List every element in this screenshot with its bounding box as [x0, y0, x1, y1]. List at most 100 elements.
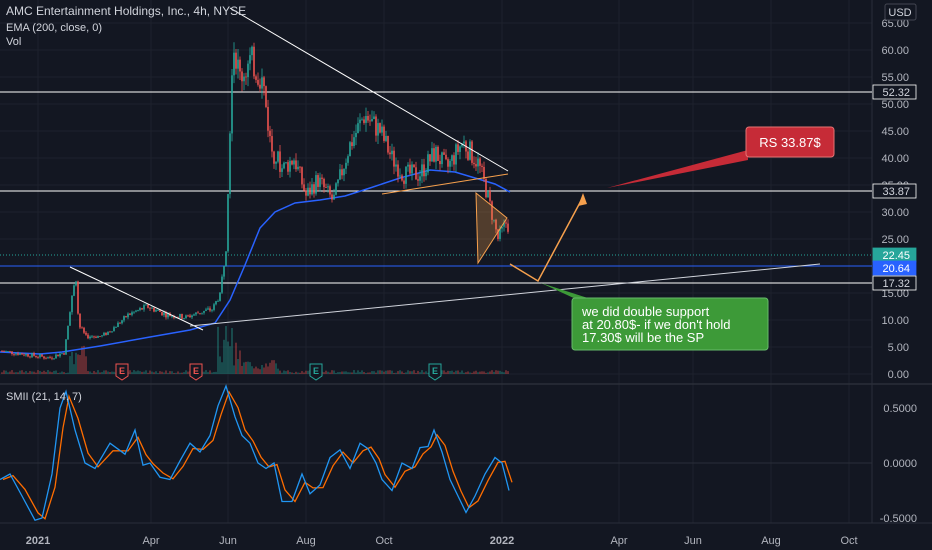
volume-bar: [225, 326, 227, 374]
earnings-marker[interactable]: [115, 363, 129, 381]
candle-body: [349, 142, 351, 157]
candle-body: [265, 86, 267, 107]
time-tick-label: Oct: [375, 535, 392, 547]
drawings: [69, 7, 821, 331]
volume-bar: [167, 372, 169, 374]
volume-bar: [355, 372, 357, 374]
volume-bar: [139, 371, 141, 374]
volume-bar: [397, 371, 399, 374]
volume-bar: [169, 371, 171, 374]
volume-bar: [175, 372, 177, 374]
descending-trendline: [229, 7, 509, 172]
candle-body: [451, 155, 453, 161]
candle-body: [141, 308, 143, 310]
candle-body: [363, 119, 365, 123]
volume-bar: [25, 371, 27, 374]
chart-title: AMC Entertainment Holdings, Inc., 4h, NY…: [6, 4, 246, 18]
volume-bar: [417, 370, 419, 374]
candle-body: [41, 354, 43, 357]
candle-body: [163, 312, 165, 316]
volume-bar: [323, 372, 325, 374]
smii-tick-label: -0.5000: [880, 513, 917, 525]
volume-bar: [31, 371, 33, 374]
candle-body: [157, 310, 159, 311]
volume-bar: [173, 372, 175, 374]
volume-bar: [39, 371, 41, 374]
volume-bar: [299, 372, 301, 374]
candle-body: [213, 304, 215, 310]
label-17-32-box: [872, 275, 917, 291]
volume-bar: [415, 372, 417, 374]
volume-bar: [15, 372, 17, 374]
volume-bar: [53, 370, 55, 374]
volume-bar: [187, 371, 189, 374]
volume-bar: [5, 370, 7, 374]
volume-bar: [359, 371, 361, 374]
candle-body: [285, 162, 287, 163]
volume-bar: [395, 372, 397, 374]
candle-body: [439, 160, 441, 165]
candle-body: [427, 154, 429, 173]
candle-body: [317, 175, 319, 187]
volume-bar: [307, 370, 309, 374]
candle-body: [165, 312, 167, 318]
rs-callout-text: RS 33.87$: [759, 135, 821, 150]
candle-body: [99, 336, 101, 337]
volume-bar: [221, 362, 223, 374]
candle-body: [383, 126, 385, 141]
candle-body: [405, 166, 407, 184]
candle-body: [459, 146, 461, 152]
candle-body: [223, 265, 225, 277]
candle-body: [471, 141, 473, 163]
volume-bar: [91, 372, 93, 374]
candle-body: [423, 164, 425, 177]
candle-body: [377, 123, 379, 136]
candle-body: [137, 310, 139, 311]
candle-body: [159, 310, 161, 312]
volume-bar: [229, 346, 231, 374]
candle-body: [185, 315, 187, 319]
volume-bar: [391, 370, 393, 374]
candle-body: [241, 71, 243, 82]
volume-bar: [367, 372, 369, 374]
earnings-marker[interactable]: [428, 363, 442, 381]
volume-bar: [21, 370, 23, 374]
candle-body: [495, 219, 497, 230]
candle-body: [379, 123, 381, 133]
volume-bar: [1, 372, 3, 374]
volume-bar: [497, 370, 499, 374]
volume-bar: [503, 372, 505, 374]
rs-callout-box[interactable]: [745, 126, 835, 158]
candle-body: [437, 146, 439, 161]
candle-body: [447, 159, 449, 167]
candle-body: [235, 52, 237, 69]
candle-body: [375, 116, 377, 136]
candle-body: [245, 76, 247, 78]
candle-body: [227, 194, 229, 252]
volume-bar: [101, 372, 103, 374]
candle-body: [61, 353, 63, 355]
volume-bar: [495, 370, 497, 374]
currency-box[interactable]: [884, 3, 917, 21]
candle-body: [57, 354, 59, 357]
earnings-marker[interactable]: [309, 363, 323, 381]
volume-bar: [251, 366, 253, 374]
volume-bar: [267, 366, 269, 374]
volume-bar: [283, 370, 285, 374]
volume-bar: [345, 371, 347, 374]
volume-bar: [393, 372, 395, 374]
candle-body: [93, 336, 95, 338]
price-tick-label: 0.00: [888, 369, 909, 381]
candle-body: [295, 160, 297, 170]
volume-bar: [411, 371, 413, 374]
candle-body: [315, 175, 317, 194]
candle-body: [109, 331, 111, 333]
price-tick-label: 10.00: [881, 315, 909, 327]
candle-body: [167, 313, 169, 318]
candle-body: [371, 119, 373, 122]
note-callout-box[interactable]: [571, 297, 769, 351]
earnings-marker[interactable]: [189, 363, 203, 381]
candle-body: [497, 229, 499, 239]
